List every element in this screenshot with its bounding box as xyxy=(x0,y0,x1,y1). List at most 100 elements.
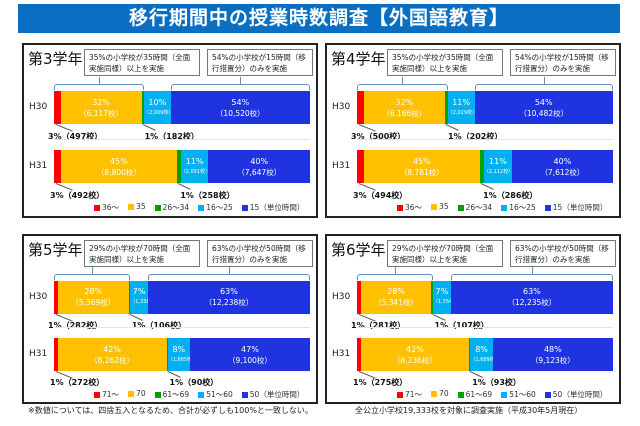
legend-label: 70 xyxy=(439,388,449,398)
stacked-bar: 32% （6,117校） 10% （2,009校） 54% （10,520校） xyxy=(54,91,310,124)
leader-line xyxy=(480,183,494,190)
segment-percent: 45% xyxy=(110,156,128,166)
outside-label-count: （182校） xyxy=(158,132,199,141)
callout-full-implementation: 29%の小学校が70時間（全面実施同様）以上を実施 xyxy=(84,240,200,267)
bar-segment xyxy=(357,91,364,124)
segment-percent: 7% xyxy=(435,287,449,297)
segment-percent: 8% xyxy=(475,344,488,354)
legend-item: 26～34 xyxy=(154,202,190,213)
leader-line xyxy=(445,124,459,131)
legend-label: 16～25 xyxy=(509,203,536,212)
legend-label: 50（単位時間） xyxy=(552,389,608,399)
legend-label: 15（単位時間） xyxy=(552,203,608,212)
bar-segment: 7% （1,338校） xyxy=(130,280,148,314)
outside-label: 1%（202校） xyxy=(448,131,502,142)
bar-segment xyxy=(445,91,448,124)
category-label: H30 xyxy=(29,102,48,112)
bar-segment xyxy=(469,338,471,371)
bracket-full-implementation xyxy=(54,266,131,280)
chart-panel: 第4学年 35%の小学校が35時間（全面実施同様）以上を実施 54%の小学校が15時… xyxy=(325,43,621,218)
segment-percent: 11% xyxy=(489,156,507,166)
bracket-tick xyxy=(543,77,545,85)
legend-swatch xyxy=(397,205,403,211)
legend-swatch xyxy=(128,390,135,397)
bar-segment: 45% （8,800校） xyxy=(60,150,178,183)
legend-item: 16～25 xyxy=(501,202,536,213)
stacked-bar: 45% （8,800校） 11% （2,091校） 40% （7,647校） xyxy=(54,150,310,183)
legend-swatch xyxy=(154,205,161,211)
legend-label: 36～ xyxy=(405,203,423,212)
outside-label-pct: 3% xyxy=(48,132,62,141)
grade-title: 第4学年 xyxy=(331,50,386,68)
outside-label: 1%（258校） xyxy=(180,190,234,201)
legend-item: 15（単位時間） xyxy=(241,202,305,213)
legend-label: 26～34 xyxy=(162,203,190,212)
bracket-transition-only xyxy=(450,266,613,280)
legend-swatch xyxy=(501,391,508,398)
legend-item: 70 xyxy=(431,389,449,400)
bar-segment xyxy=(54,280,58,314)
bar-segment: 48% （9,123校） xyxy=(492,338,613,371)
legend: 71～ 70 61～69 51～60 50（単位時間） xyxy=(397,389,607,400)
legend-label: 35 xyxy=(136,202,146,211)
legend-item: 71～ xyxy=(94,389,119,400)
outside-label: 1%（275校） xyxy=(353,377,407,388)
outside-label: 1%（107校） xyxy=(435,320,489,331)
legend-item: 70 xyxy=(128,389,146,400)
legend-item: 50（単位時間） xyxy=(544,389,608,400)
legend-label: 26～34 xyxy=(465,203,493,212)
outside-label-count: （93校） xyxy=(485,377,521,387)
outside-label-pct: 1% xyxy=(169,377,184,387)
segment-percent: 8% xyxy=(172,344,186,354)
bracket-tick xyxy=(92,266,94,275)
outside-label-pct: 1% xyxy=(48,320,62,330)
segment-percent: 45% xyxy=(412,156,431,166)
leader-line xyxy=(142,124,156,131)
bracket-tick xyxy=(228,266,230,275)
category-label: H30 xyxy=(29,291,48,302)
segment-percent: 54% xyxy=(534,97,553,107)
bracket-tick xyxy=(531,266,533,275)
legend-item: 36～ xyxy=(94,202,119,213)
segment-count: （6,117校） xyxy=(79,108,124,118)
bar-segment: 63% （12,235校） xyxy=(450,280,613,314)
outside-label: 1%（90校） xyxy=(170,377,219,388)
legend-item: 35 xyxy=(128,202,146,213)
legend-swatch xyxy=(397,391,403,398)
outside-label-pct: 1% xyxy=(448,132,462,141)
bar-segment: 8% （1,685校） xyxy=(167,338,190,371)
outside-label-pct: 1% xyxy=(180,191,194,200)
outside-label: 3%（492校） xyxy=(50,190,104,201)
outside-label-count: （494校） xyxy=(366,191,408,200)
segment-count: （8,262校） xyxy=(90,355,135,365)
legend-label: 70 xyxy=(136,388,146,398)
bar-segment xyxy=(357,280,361,314)
outside-label-count: （492校） xyxy=(63,191,105,200)
bracket-full-implementation xyxy=(357,266,433,280)
chart-panel: 第6学年 29%の小学校が70時間（全面実施同様）以上を実施 63%の小学校が50時… xyxy=(325,234,621,404)
legend-label: 15（単位時間） xyxy=(249,203,305,212)
legend-label: 16～25 xyxy=(206,203,233,212)
bar-segment xyxy=(54,338,58,371)
segment-count: （12,235校） xyxy=(507,298,557,308)
outside-label-count: （281校） xyxy=(364,320,406,330)
bar-segment: 63% （12,238校） xyxy=(147,280,310,314)
legend-label: 36～ xyxy=(102,203,120,212)
segment-count: （1,338校） xyxy=(130,299,148,306)
bar-segment: 28% （5,341校） xyxy=(360,280,432,314)
legend-item: 35 xyxy=(431,202,449,213)
segment-count: （12,238校） xyxy=(204,298,254,308)
segment-count: （7,612校） xyxy=(540,167,585,177)
legend-label: 71～ xyxy=(405,389,423,399)
chart-panel: 第3学年 35%の小学校が35時間（全面実施同様）以上を実施 54%の小学校が15時… xyxy=(22,43,318,218)
segment-count: （2,029校） xyxy=(447,109,475,116)
outside-label-pct: 1% xyxy=(353,377,367,387)
chart-panel: 第5学年 29%の小学校が70時間（全面実施同様）以上を実施 63%の小学校が50時… xyxy=(22,234,318,404)
bar-segment xyxy=(128,280,131,314)
bracket-transition-only xyxy=(474,77,613,90)
legend: 36～ 35 26～34 16～25 15（単位時間） xyxy=(94,202,304,213)
segment-percent: 28% xyxy=(84,287,103,297)
bar-segment xyxy=(141,91,145,124)
row-separator xyxy=(357,327,613,329)
outside-label: 1%（272校） xyxy=(50,377,104,388)
